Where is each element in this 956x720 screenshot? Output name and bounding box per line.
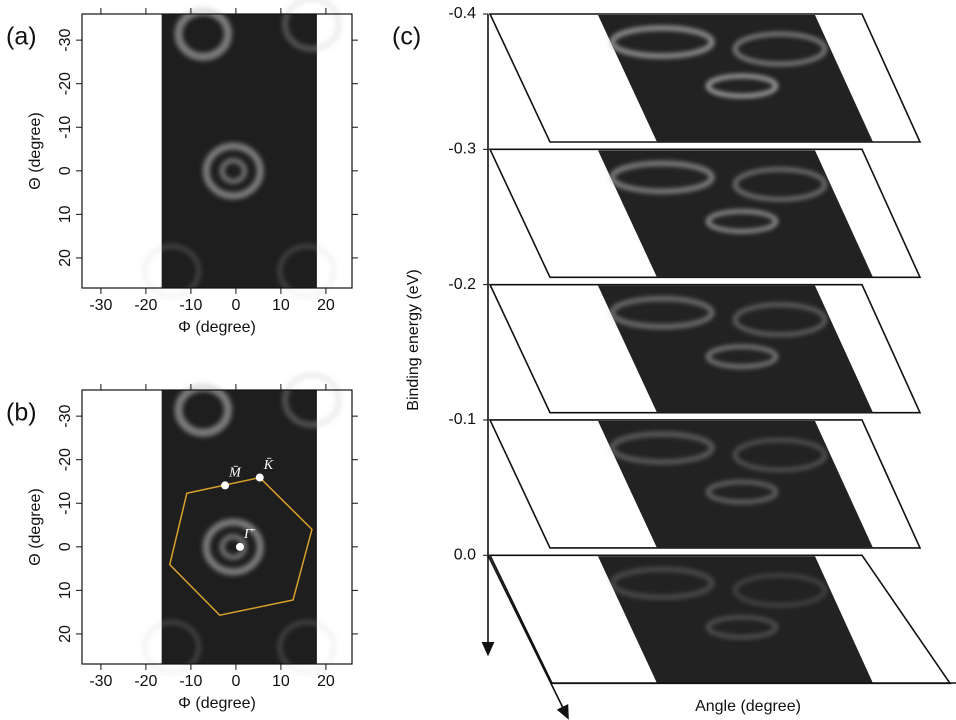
y-tick-label: -30 <box>57 28 74 51</box>
band-ring <box>706 344 778 369</box>
slice-image <box>598 420 873 548</box>
band-ring <box>609 296 715 330</box>
y-tick-label: -0.4 <box>448 5 476 22</box>
slice-texture <box>609 296 827 369</box>
slice-image <box>598 15 873 142</box>
band-ring <box>281 0 342 52</box>
slice-image <box>598 285 873 413</box>
y-tick-label: -20 <box>57 448 74 471</box>
band-ring <box>733 437 827 472</box>
k-point <box>235 542 244 551</box>
x-tick-label: -10 <box>179 673 202 690</box>
x-tick-label: -30 <box>89 297 112 314</box>
x-tick-label: -20 <box>134 297 157 314</box>
band-ring <box>219 158 248 184</box>
y-axis-label: Binding energy (eV) <box>405 269 422 410</box>
band-ring <box>706 74 778 98</box>
band-ring <box>277 243 337 299</box>
y-tick-label: 20 <box>57 625 74 643</box>
map-image <box>161 14 317 288</box>
k-point-label: K̄ <box>263 458 274 473</box>
x-tick-label: 10 <box>272 297 290 314</box>
y-tick-label: 10 <box>57 205 74 223</box>
band-ring <box>174 383 233 437</box>
slice-image <box>598 150 873 278</box>
band-ring <box>609 25 715 59</box>
y-tick-label: -10 <box>57 116 74 139</box>
band-ring <box>281 372 342 428</box>
k-point-label: M̄ <box>228 465 242 480</box>
y-tick-label: 0.0 <box>454 546 476 563</box>
band-ring <box>609 160 715 194</box>
depth-axis <box>487 554 569 720</box>
band-ring <box>733 573 827 608</box>
map-texture <box>142 0 342 299</box>
band-ring <box>142 619 202 675</box>
y-tick-label: -0.3 <box>448 141 476 158</box>
y-tick-label: 0 <box>57 542 74 551</box>
slice-image <box>598 556 873 684</box>
y-tick-label: 20 <box>57 249 74 267</box>
x-tick-label: 20 <box>317 673 335 690</box>
x-tick-label: 20 <box>317 297 335 314</box>
band-ring <box>202 142 264 200</box>
y-tick-label: 10 <box>57 581 74 599</box>
slice-texture <box>609 431 827 504</box>
x-tick-label: 10 <box>272 673 290 690</box>
band-ring <box>277 619 337 675</box>
y-tick-label: -20 <box>57 72 74 95</box>
x-tick-label: -30 <box>89 673 112 690</box>
band-ring <box>706 615 778 640</box>
y-tick-label: 0 <box>57 166 74 175</box>
y-tick-label: -10 <box>57 492 74 515</box>
k-point <box>255 473 264 482</box>
x-tick-label: 0 <box>231 673 240 690</box>
band-ring <box>609 566 715 600</box>
band-ring <box>733 302 827 337</box>
panel-label: (a) <box>6 23 37 51</box>
frame <box>81 389 353 665</box>
band-ring <box>202 518 264 576</box>
band-ring <box>174 7 233 61</box>
x-axis-label: Φ (degree) <box>178 695 256 712</box>
band-ring <box>706 479 778 504</box>
x-tick-label: -10 <box>179 297 202 314</box>
band-ring <box>142 243 202 299</box>
slice-texture <box>609 566 827 640</box>
band-ring <box>219 534 248 560</box>
map-texture <box>142 372 342 675</box>
y-axis-label: Θ (degree) <box>27 488 44 565</box>
x-axis-label: Φ (degree) <box>178 319 256 336</box>
y-tick-label: -30 <box>57 404 74 427</box>
band-ring <box>733 167 827 202</box>
frame <box>81 13 353 289</box>
y-tick-label: -0.1 <box>448 411 476 428</box>
panel-label: (c) <box>392 23 421 51</box>
band-ring <box>706 209 778 234</box>
x-tick-label: -20 <box>134 673 157 690</box>
band-ring <box>733 32 827 66</box>
slice-texture <box>609 160 827 234</box>
slice-texture <box>609 25 827 98</box>
y-tick-label: -0.2 <box>448 276 476 293</box>
panel-label: (b) <box>6 399 37 427</box>
y-axis-label: Θ (degree) <box>27 112 44 189</box>
x-axis-label: Angle (degree) <box>695 698 801 715</box>
x-tick-label: 0 <box>231 297 240 314</box>
map-image <box>161 390 317 664</box>
band-ring <box>609 431 715 465</box>
k-point <box>221 481 230 490</box>
